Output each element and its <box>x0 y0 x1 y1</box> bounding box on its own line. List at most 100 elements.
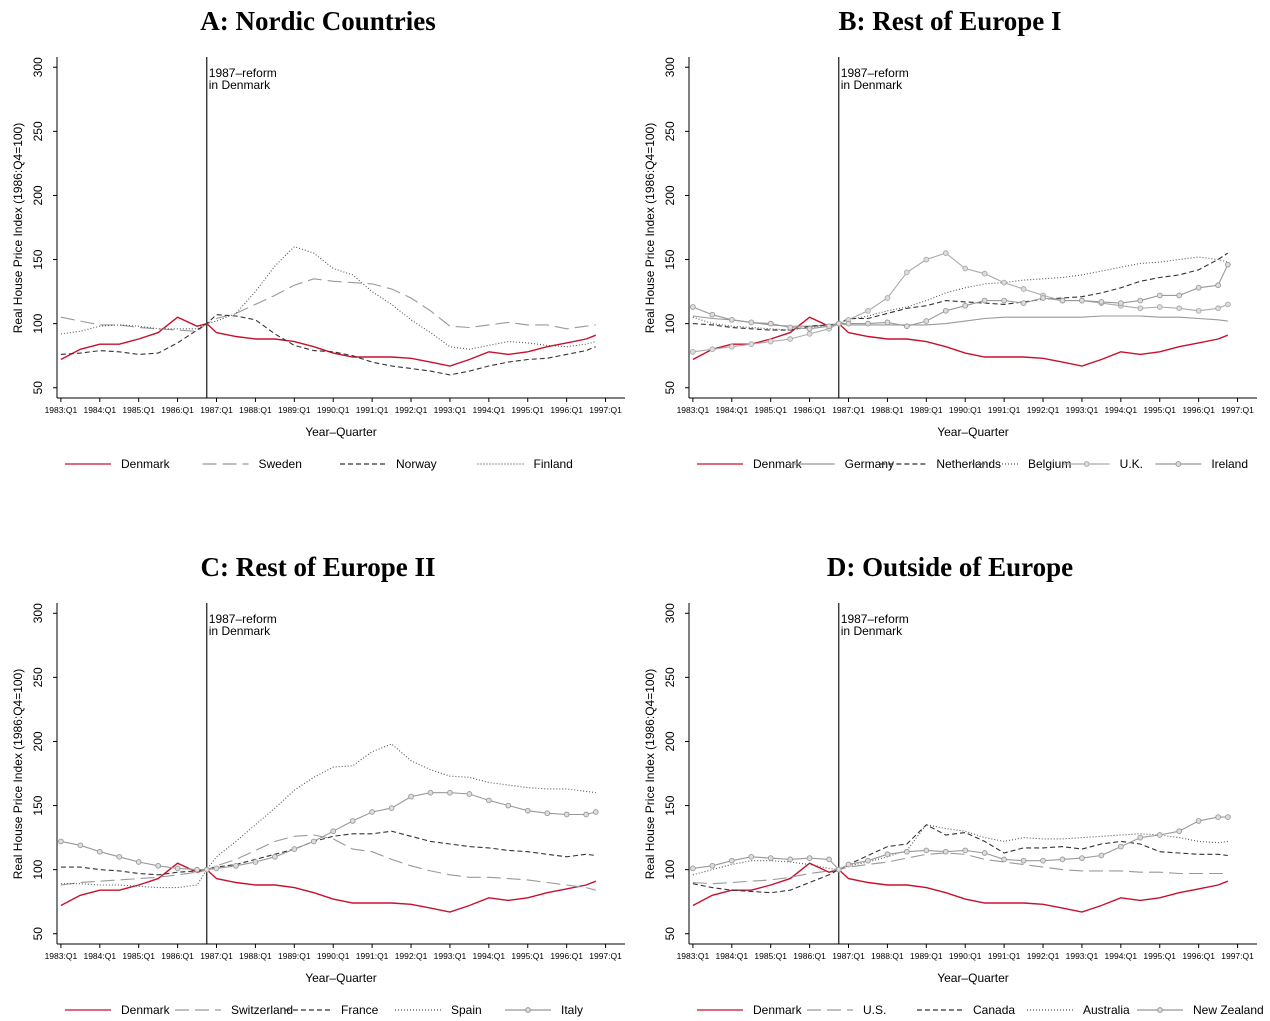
x-tick-label: 1997:Q1 <box>589 951 622 961</box>
x-tick-label: 1996:Q1 <box>550 951 583 961</box>
series-marker <box>592 809 599 815</box>
series-marker <box>1224 814 1231 820</box>
series-marker <box>767 320 774 327</box>
series-marker <box>845 320 852 327</box>
annotation: in Denmark <box>209 78 271 92</box>
series-marker <box>58 838 64 845</box>
series-line <box>692 252 1229 331</box>
series-marker <box>835 866 842 873</box>
legend-label: Spain <box>451 1003 482 1017</box>
series-marker <box>544 810 551 817</box>
x-tick-label: 1996:Q1 <box>550 405 583 415</box>
x-tick-label: 1993:Q1 <box>1066 405 1099 415</box>
annotation: 1987–reform <box>209 66 277 80</box>
series-marker <box>427 789 434 796</box>
series-line <box>60 862 597 913</box>
x-tick-label: 1985:Q1 <box>122 951 155 961</box>
x-tick-label: 1996:Q1 <box>1182 405 1215 415</box>
series-line <box>60 830 596 876</box>
series-marker <box>884 851 891 858</box>
legend-marker <box>1083 461 1090 467</box>
series-marker <box>806 325 813 332</box>
series-marker <box>904 848 910 855</box>
series-marker <box>865 307 871 314</box>
series-marker <box>748 319 755 326</box>
series-marker <box>1176 828 1183 835</box>
x-tick-label: 1983:Q1 <box>45 951 78 961</box>
series-line <box>60 278 596 332</box>
y-tick-label: 150 <box>31 795 45 815</box>
series-marker <box>709 862 716 869</box>
series-line <box>692 824 1228 876</box>
series-marker <box>904 269 910 276</box>
series-marker <box>865 857 871 864</box>
series-marker <box>884 319 891 326</box>
series-marker <box>466 791 473 797</box>
x-tick-label: 1993:Q1 <box>434 951 467 961</box>
series-marker <box>77 842 84 849</box>
series-line <box>692 316 1229 367</box>
series-line <box>60 246 596 350</box>
series-marker <box>787 856 794 863</box>
series-marker <box>1098 852 1105 859</box>
legend-marker <box>525 1007 531 1013</box>
series-line <box>60 792 596 871</box>
panel: D: Outside of Europe 50 100 150 200 250 300 198… <box>643 552 1264 1017</box>
y-axis-title: Real House Price Index (1986:Q4=100) <box>11 123 25 333</box>
series-marker <box>194 866 200 873</box>
legend-label: Denmark <box>121 457 171 471</box>
annotation: in Denmark <box>841 624 903 638</box>
series-marker <box>1040 295 1046 301</box>
series-marker <box>728 857 735 864</box>
series-line <box>692 852 1228 885</box>
series-marker <box>981 297 988 304</box>
legend-label: Italy <box>561 1003 583 1017</box>
series-marker <box>213 865 220 872</box>
legend-label: Sweden <box>259 457 302 471</box>
series-marker <box>583 811 589 818</box>
series-marker <box>826 323 832 330</box>
series-marker <box>787 336 794 342</box>
legend-label: Germany <box>845 457 894 471</box>
series-marker <box>291 846 298 852</box>
series-marker <box>96 848 103 855</box>
y-tick-label: 200 <box>663 731 677 751</box>
x-tick-label: 1984:Q1 <box>715 951 748 961</box>
series-marker <box>942 848 949 855</box>
x-tick-label: 1995:Q1 <box>511 405 544 415</box>
x-tick-label: 1987:Q1 <box>200 951 233 961</box>
panel: C: Rest of Europe II 50 100 150 200 250 300 198… <box>11 552 625 1017</box>
series-marker <box>1001 279 1007 286</box>
series-marker <box>408 793 414 800</box>
series-marker <box>981 270 988 277</box>
x-tick-label: 1988:Q1 <box>871 951 904 961</box>
x-tick-label: 1994:Q1 <box>473 951 506 961</box>
series-marker <box>524 807 531 814</box>
series-line <box>692 256 1228 331</box>
y-tick-label: 50 <box>663 927 677 941</box>
chart-title: A: Nordic Countries <box>200 6 435 36</box>
x-tick-label: 1997:Q1 <box>1221 951 1254 961</box>
x-tick-label: 1983:Q1 <box>677 951 710 961</box>
x-tick-label: 1989:Q1 <box>910 405 943 415</box>
series-marker <box>1224 261 1231 268</box>
series-line <box>692 252 1229 353</box>
x-tick-label: 1992:Q1 <box>1027 951 1060 961</box>
series-marker <box>1195 818 1202 824</box>
y-tick-label: 100 <box>31 313 45 333</box>
series-marker <box>748 341 755 348</box>
chart-title: C: Rest of Europe II <box>201 552 436 582</box>
series-marker <box>806 855 813 861</box>
series-marker <box>923 256 930 263</box>
series-marker <box>1195 307 1202 314</box>
series-marker <box>904 323 910 330</box>
series-marker <box>942 250 949 256</box>
x-tick-label: 1989:Q1 <box>278 405 311 415</box>
series-marker <box>690 304 696 310</box>
x-tick-label: 1991:Q1 <box>988 405 1021 415</box>
y-tick-label: 300 <box>663 57 677 77</box>
x-tick-label: 1986:Q1 <box>793 951 826 961</box>
series-marker <box>1156 292 1163 299</box>
